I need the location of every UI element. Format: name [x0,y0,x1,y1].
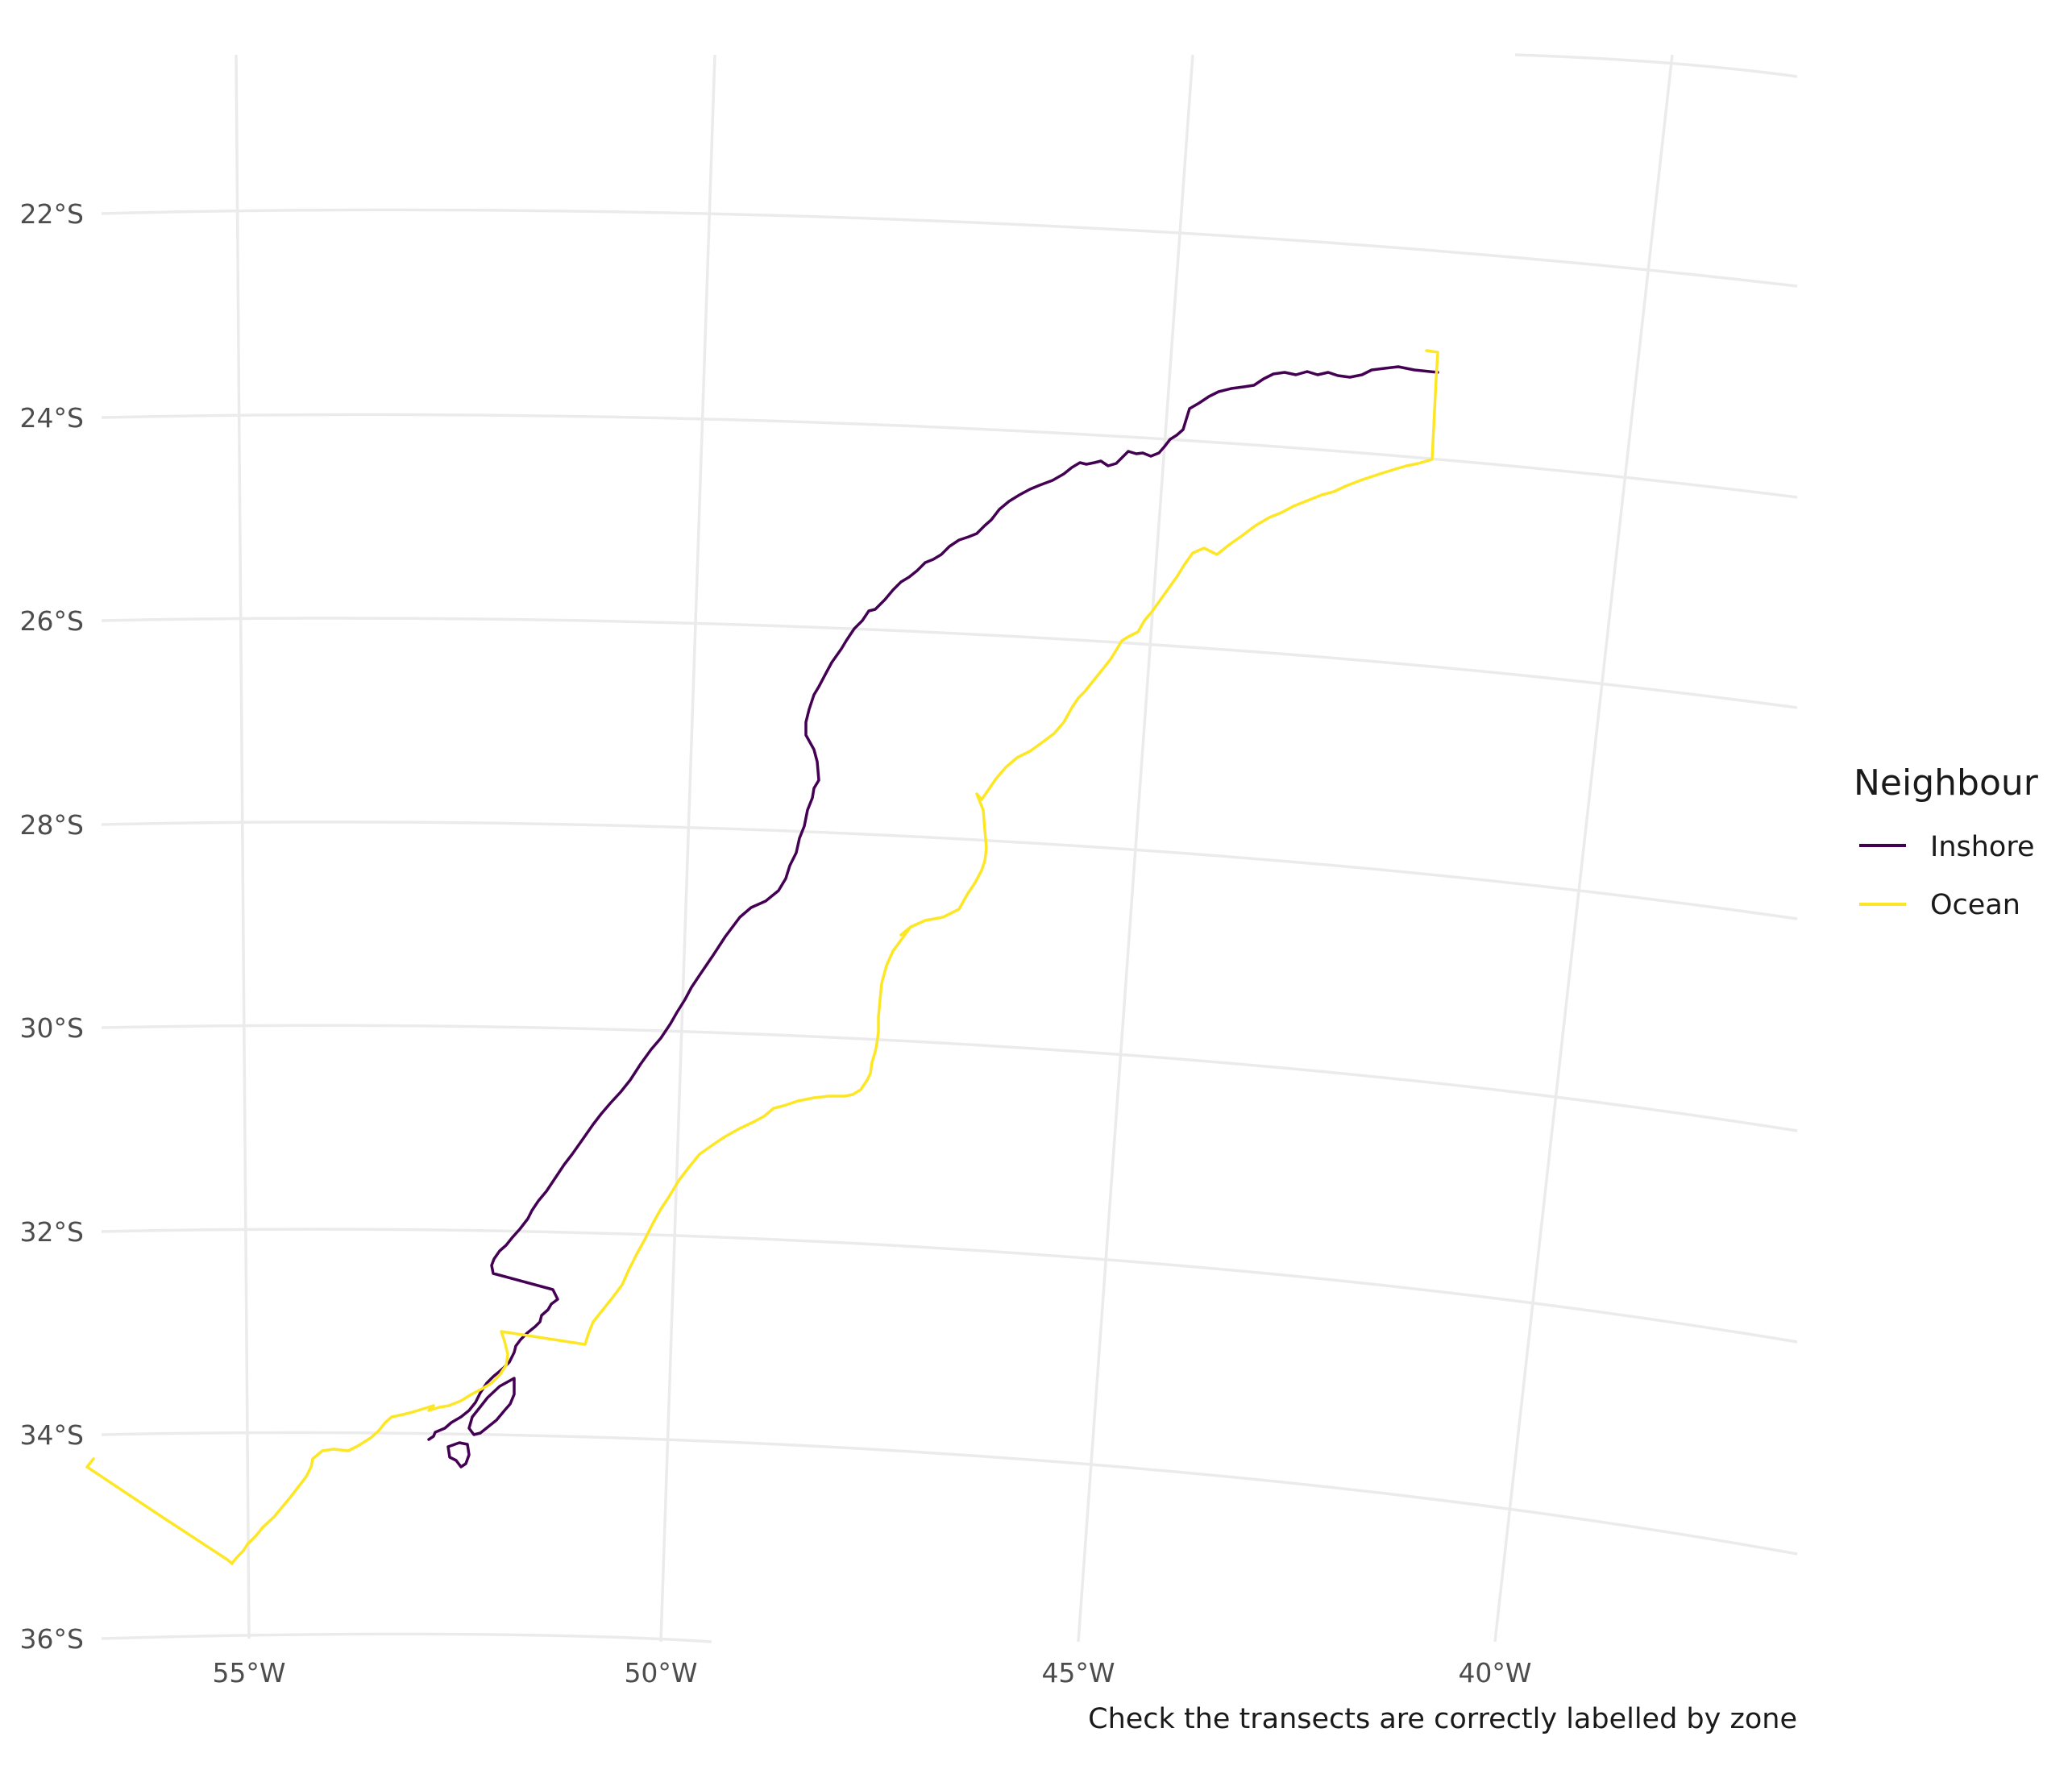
lat-label-34s: 34°S [20,1419,84,1451]
ocean-line [85,349,1439,1565]
parallel-26s [101,617,1798,709]
lat-label-36s: 36°S [20,1623,84,1655]
map-caption: Check the transects are correctly labell… [1088,1703,1797,1735]
lat-label-28s: 28°S [20,809,84,841]
latitude-labels: 22°S 24°S 26°S 28°S 30°S 32°S 34°S 36°S [20,198,84,1655]
parallel-24s [101,413,1798,499]
meridian-55w [235,54,251,1639]
parallel-30s [101,1024,1798,1132]
parallel-32s [101,1228,1798,1344]
meridian-40w [1493,54,1674,1643]
lon-label-45w: 45°W [1041,1657,1115,1689]
lat-label-22s: 22°S [20,198,84,230]
graticule-parallels [101,208,1798,1643]
parallel-36s [101,1632,712,1643]
meridian-38w-top [1514,53,1798,78]
inshore-line [427,365,1439,1441]
longitude-labels: 55°W 50°W 45°W 40°W [212,1657,1531,1689]
legend-title: Neighbour [1854,762,2039,804]
meridian-50w [659,54,716,1643]
legend: Neighbour Inshore Ocean [1854,762,2039,921]
inshore-transect [427,365,1439,1469]
parallel-28s [101,820,1798,920]
lat-label-30s: 30°S [20,1012,84,1044]
inshore-island [467,1377,516,1436]
lat-label-26s: 26°S [20,605,84,637]
parallel-34s [101,1431,1798,1556]
lon-label-50w: 50°W [624,1657,697,1689]
lon-label-55w: 55°W [212,1657,285,1689]
inshore-small-loop [446,1441,471,1469]
graticule-meridians [235,53,1798,1643]
lat-label-32s: 32°S [20,1216,84,1248]
lat-label-24s: 24°S [20,402,84,434]
legend-label-inshore: Inshore [1930,831,2035,863]
parallel-22s [101,208,1798,288]
meridian-45w [1077,54,1194,1643]
lon-label-40w: 40°W [1458,1657,1531,1689]
legend-label-ocean: Ocean [1930,889,2020,921]
ocean-transect [85,349,1439,1565]
